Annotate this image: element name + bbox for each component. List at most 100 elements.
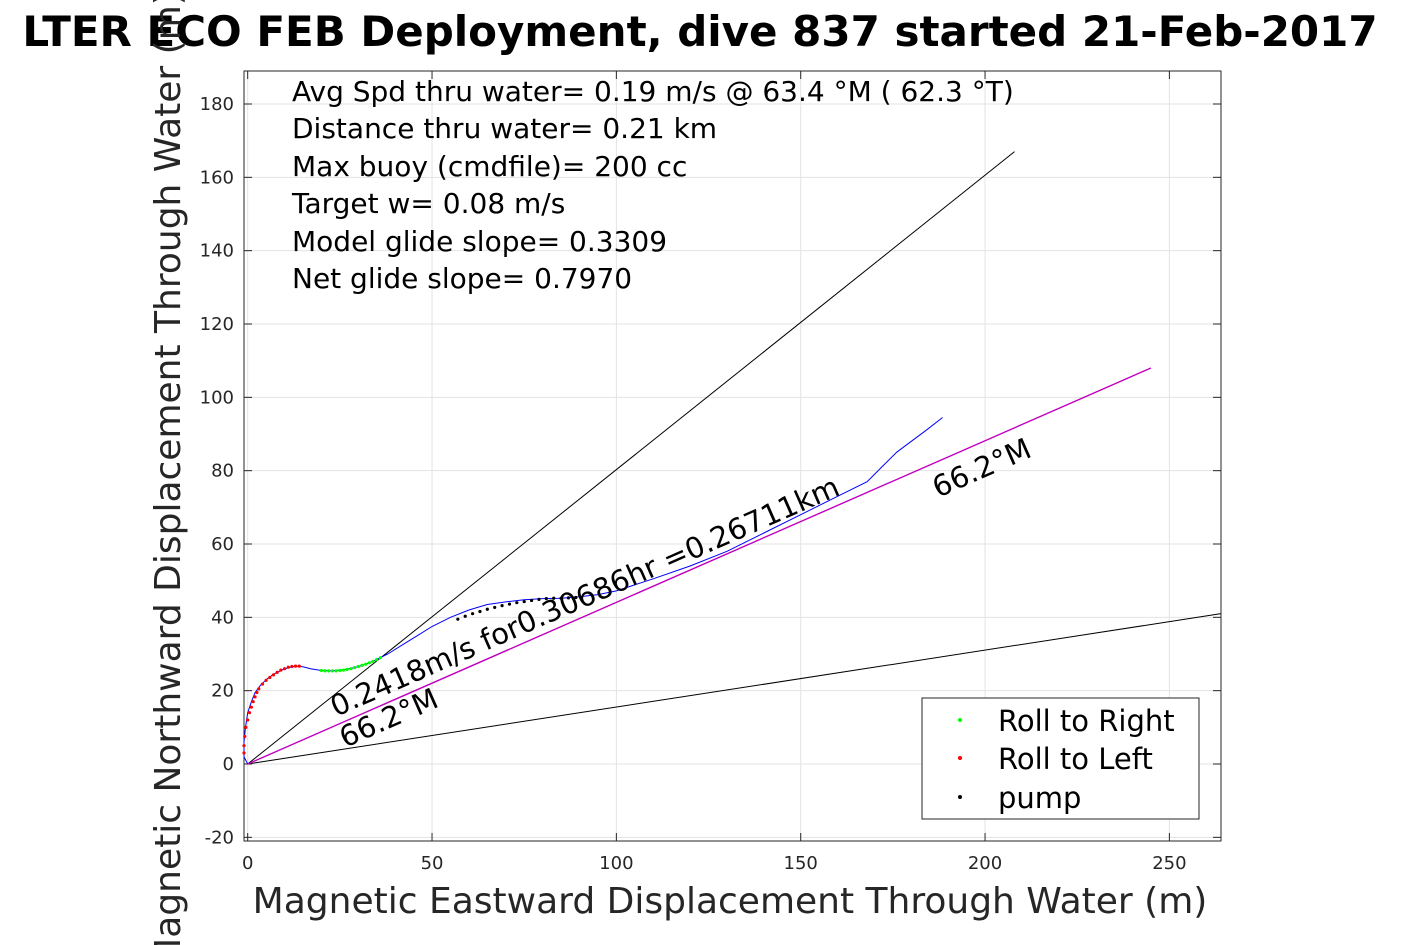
point-roll-to-left — [275, 670, 279, 674]
y-tick-label: 20 — [211, 681, 234, 702]
reference-line-black-lower — [247, 613, 1222, 765]
point-roll-to-left — [279, 668, 283, 672]
point-roll-to-left — [249, 705, 253, 709]
point-pump — [552, 596, 556, 600]
info-line-avg-speed: Avg Spd thru water= 0.19 m/s @ 63.4 °M (… — [292, 75, 1014, 108]
point-roll-to-left — [251, 700, 255, 704]
point-pump — [470, 612, 475, 616]
y-tick-label: 140 — [200, 241, 234, 262]
reference-lines — [247, 151, 1222, 765]
point-roll-to-right — [367, 661, 371, 665]
point-roll-to-left — [286, 665, 290, 669]
legend-label-pump: pump — [998, 781, 1081, 815]
y-tick-label: 80 — [211, 461, 234, 482]
legend-box — [921, 697, 1200, 820]
point-roll-to-right — [375, 657, 379, 662]
x-tick-label: 150 — [784, 853, 818, 874]
point-roll-to-left — [242, 744, 246, 748]
point-roll-to-left — [244, 725, 248, 729]
point-roll-to-left — [253, 695, 257, 699]
info-line-distance: Distance thru water= 0.21 km — [292, 112, 717, 145]
point-roll-to-right — [371, 659, 375, 663]
point-roll-to-right — [334, 669, 338, 673]
y-tick-label: 0 — [223, 754, 234, 775]
point-pump — [566, 596, 571, 600]
x-tick-label: 0 — [242, 853, 253, 874]
point-roll-to-left — [247, 711, 252, 715]
x-tick-label: 100 — [599, 853, 633, 874]
point-roll-to-right — [338, 668, 342, 673]
point-roll-to-left — [242, 751, 246, 755]
series-line-track — [243, 417, 943, 765]
point-pump — [544, 597, 548, 601]
point-roll-to-right — [360, 663, 364, 667]
info-line-max-buoy: Max buoy (cmdfile)= 200 cc — [292, 150, 687, 183]
point-roll-to-right — [356, 664, 360, 669]
axis-ticks: 0 50 100 150 200 250 -20 0 20 40 60 80 100 120 140 160 1… — [200, 71, 1221, 874]
point-pump — [485, 607, 489, 611]
reference-line-magenta-heading — [247, 367, 1152, 765]
x-axis-label: Magnetic Eastward Displacement Through W… — [253, 881, 1208, 922]
info-line-net-glide: Net glide slope= 0.7970 — [292, 262, 632, 295]
point-roll-to-right — [353, 665, 357, 670]
x-tick-label: 250 — [1152, 853, 1186, 874]
point-roll-to-left — [290, 664, 294, 669]
y-tick-label: 120 — [200, 314, 234, 335]
point-roll-to-left — [294, 664, 298, 668]
legend-marker-pump — [958, 795, 962, 799]
point-roll-to-right — [364, 662, 368, 666]
chart-title: LTER ECO FEB Deployment, dive 837 starte… — [22, 7, 1377, 56]
data-series — [242, 417, 943, 765]
point-pump — [522, 599, 526, 604]
info-line-target-w: Target w= 0.08 m/s — [291, 187, 565, 220]
point-roll-to-left — [257, 687, 261, 691]
x-tick-label: 200 — [968, 853, 1002, 874]
point-pump — [559, 596, 563, 600]
y-tick-label: 100 — [200, 387, 234, 408]
y-axis-label: Magnetic Northward Displacement Through … — [148, 0, 189, 945]
point-roll-to-right — [341, 668, 346, 672]
info-line-model-glide: Model glide slope= 0.3309 — [292, 225, 667, 258]
point-pump — [537, 597, 541, 601]
point-roll-to-right — [330, 669, 335, 673]
point-roll-to-left — [243, 734, 247, 739]
point-roll-to-left — [268, 675, 272, 680]
point-roll-to-right — [327, 669, 331, 673]
point-roll-to-right — [319, 668, 324, 673]
point-pump — [493, 605, 497, 610]
point-roll-to-right — [349, 667, 353, 671]
point-pump — [478, 609, 482, 614]
y-tick-label: 60 — [211, 534, 234, 555]
point-roll-to-right — [323, 669, 327, 673]
legend: Roll to Right Roll to Left pump — [921, 697, 1200, 820]
point-pump — [500, 604, 504, 608]
point-roll-to-left — [246, 718, 250, 722]
point-pump — [529, 598, 534, 603]
plot-area-frame — [243, 70, 1222, 842]
point-pump — [463, 614, 467, 618]
point-pump — [507, 602, 512, 606]
y-tick-label: -20 — [205, 827, 234, 848]
point-roll-to-right — [378, 656, 383, 660]
y-tick-label: 180 — [200, 94, 234, 115]
point-pump — [574, 595, 578, 600]
grid — [244, 71, 1221, 841]
point-roll-to-left — [282, 667, 287, 671]
point-roll-to-left — [271, 673, 276, 677]
legend-label-roll-left: Roll to Left — [998, 742, 1153, 776]
legend-marker-roll-right — [958, 718, 962, 722]
x-tick-label: 50 — [421, 853, 444, 874]
point-pump — [456, 617, 460, 621]
point-roll-to-left — [264, 678, 268, 683]
y-tick-label: 40 — [211, 607, 234, 628]
legend-marker-roll-left — [958, 756, 962, 760]
reference-line-black-upper — [247, 151, 1015, 765]
y-tick-label: 160 — [200, 167, 234, 188]
point-roll-to-left — [255, 690, 259, 695]
point-roll-to-right — [345, 667, 349, 672]
point-pump — [515, 601, 519, 605]
legend-label-roll-right: Roll to Right — [998, 704, 1175, 738]
info-text-block: Avg Spd thru water= 0.19 m/s @ 63.4 °M (… — [291, 75, 1014, 295]
point-roll-to-left — [260, 682, 265, 686]
